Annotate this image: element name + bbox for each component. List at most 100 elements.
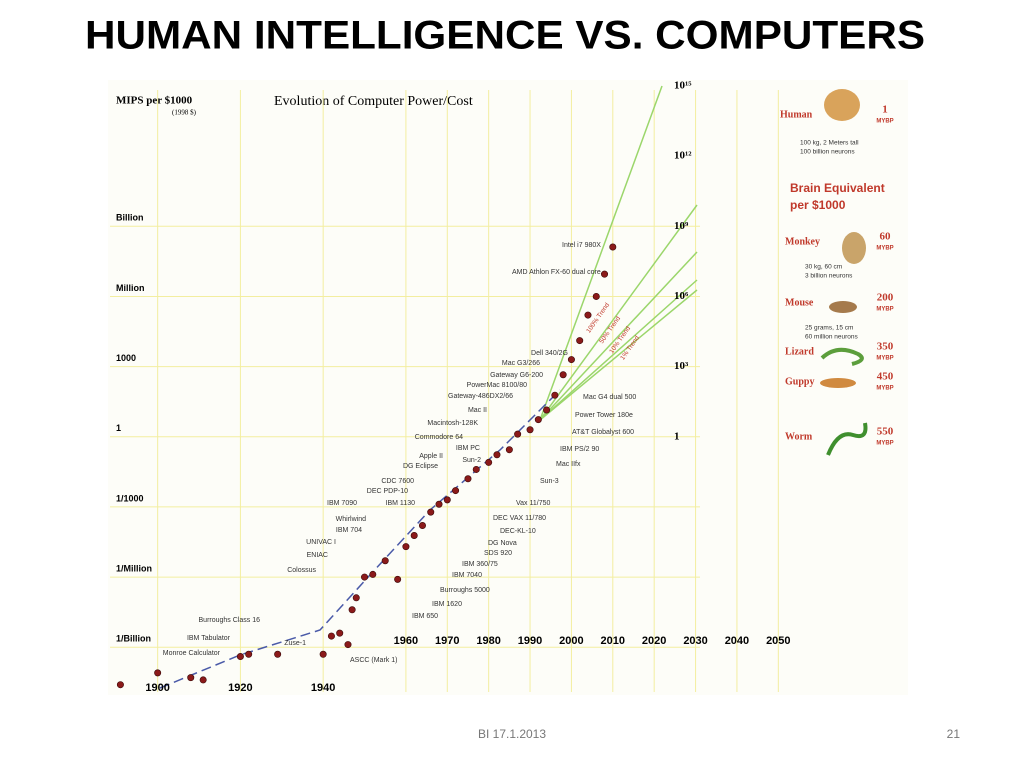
y2-tick-label: 1: [674, 430, 680, 442]
data-point: [410, 531, 418, 539]
animal-note: 25 grams, 15 cm: [805, 325, 853, 332]
y2-tick-label: 10⁹: [674, 220, 689, 232]
machine-label: Power Tower 180e: [575, 412, 633, 419]
machine-label: IBM PC: [456, 445, 480, 452]
data-point: [381, 557, 389, 565]
machine-label: Gateway-486DX2/66: [448, 393, 513, 400]
data-point: [543, 406, 551, 414]
trend-line: [539, 251, 698, 421]
lizard-icon: [820, 347, 864, 366]
data-point: [352, 594, 360, 602]
machine-label: Dell 340/2G: [531, 350, 568, 357]
animal-unit: MYBP: [876, 119, 893, 125]
machine-label: Macintosh-128K: [427, 420, 478, 427]
y-tick-label: 1: [116, 423, 121, 433]
mouse-icon: [829, 301, 857, 313]
machine-label: PowerMac 8100/80: [467, 382, 527, 389]
x-tick-label: 2030: [683, 635, 707, 647]
animal-name: Lizard: [785, 346, 814, 357]
animal-note: 60 million neurons: [805, 334, 859, 341]
brain-panel: Brain Equivalent per $1000 Human 1 MYBP 100…: [780, 89, 894, 456]
trend-line: [539, 289, 698, 421]
animal-name: Mouse: [785, 297, 814, 308]
data-point: [199, 676, 207, 684]
animal-unit: MYBP: [876, 356, 893, 362]
data-point: [327, 632, 335, 640]
y-tick-label: 1/Million: [116, 563, 152, 573]
figure-background: [108, 80, 908, 695]
data-point: [534, 416, 542, 424]
y-tick-label: Million: [116, 283, 145, 293]
machine-label: SDS 920: [484, 550, 512, 557]
machine-label: Commodore 64: [415, 434, 463, 441]
data-point: [245, 650, 253, 658]
data-points: [116, 243, 617, 689]
animal-mybp: 1: [882, 104, 888, 116]
x-tick-label: 2050: [766, 635, 790, 647]
data-point: [601, 270, 609, 278]
machine-label: Burroughs 5000: [440, 587, 490, 594]
machine-label: AT&T Globalyst 600: [572, 429, 634, 436]
trend-line: [539, 204, 698, 421]
y2-tick-label: 10¹⁵: [674, 80, 692, 92]
data-point: [274, 650, 282, 658]
data-point: [452, 487, 460, 495]
animal-name: Worm: [785, 431, 813, 442]
data-point: [187, 674, 195, 682]
machine-label: IBM PS/2 90: [560, 446, 599, 453]
animal-note: 100 kg, 2 Meters tall: [800, 140, 859, 147]
animal-note: 100 billion neurons: [800, 149, 855, 156]
data-point: [576, 337, 584, 345]
data-point: [505, 446, 513, 454]
data-point: [427, 508, 435, 516]
human-icon: [824, 89, 860, 121]
trend-line: [539, 85, 663, 421]
machine-label: Burroughs Class 16: [199, 617, 261, 624]
machine-label: Sun-2: [462, 457, 481, 464]
data-point: [592, 292, 600, 300]
machine-label: AMD Athlon FX-60 dual core: [512, 269, 601, 276]
data-point: [559, 371, 567, 379]
x-tick-label: 1920: [228, 682, 252, 694]
machine-label: ENIAC: [307, 552, 328, 559]
data-point: [319, 650, 327, 658]
x-tick-label: 1970: [435, 635, 459, 647]
machine-label: Vax 11/750: [516, 500, 550, 507]
machine-label: Intel i7 980X: [562, 242, 601, 249]
machine-label: Mac G4 dual 500: [583, 394, 636, 401]
data-point: [418, 522, 426, 530]
trend-lines: [539, 85, 698, 421]
y-tick-label: 1000: [116, 353, 136, 363]
machine-label: UNIVAC I: [306, 539, 336, 546]
data-point: [435, 500, 443, 508]
data-point: [485, 458, 493, 466]
animal-mybp: 450: [877, 371, 894, 383]
animal-unit: MYBP: [876, 307, 893, 313]
data-point: [493, 451, 501, 459]
machine-label: IBM 7040: [452, 572, 482, 579]
machine-label: DEC-KL-10: [500, 528, 536, 535]
machine-label: Gateway G6-200: [490, 372, 543, 379]
data-point: [472, 465, 480, 473]
y-axis-title: MIPS per $1000: [116, 95, 193, 107]
machine-label: CDC 7600: [381, 478, 414, 485]
guppy-icon: [820, 378, 856, 388]
data-point: [526, 426, 534, 434]
machine-label: IBM 1130: [386, 500, 416, 507]
machine-label: Mac II: [468, 407, 487, 414]
data-point: [402, 543, 410, 551]
animal-name: Guppy: [785, 376, 814, 387]
data-point: [116, 681, 124, 689]
y2-tick-label: 10⁶: [674, 290, 689, 302]
data-point: [236, 653, 244, 661]
machine-label: IBM 360/75: [462, 561, 498, 568]
animal-unit: MYBP: [876, 246, 893, 252]
data-point: [394, 575, 402, 583]
machine-label: Apple II: [419, 453, 443, 460]
data-point: [361, 573, 369, 581]
data-point: [369, 570, 377, 578]
animal-mybp: 550: [877, 426, 894, 438]
x-tick-label: 1940: [311, 682, 335, 694]
machine-label: IBM 704: [336, 527, 362, 534]
